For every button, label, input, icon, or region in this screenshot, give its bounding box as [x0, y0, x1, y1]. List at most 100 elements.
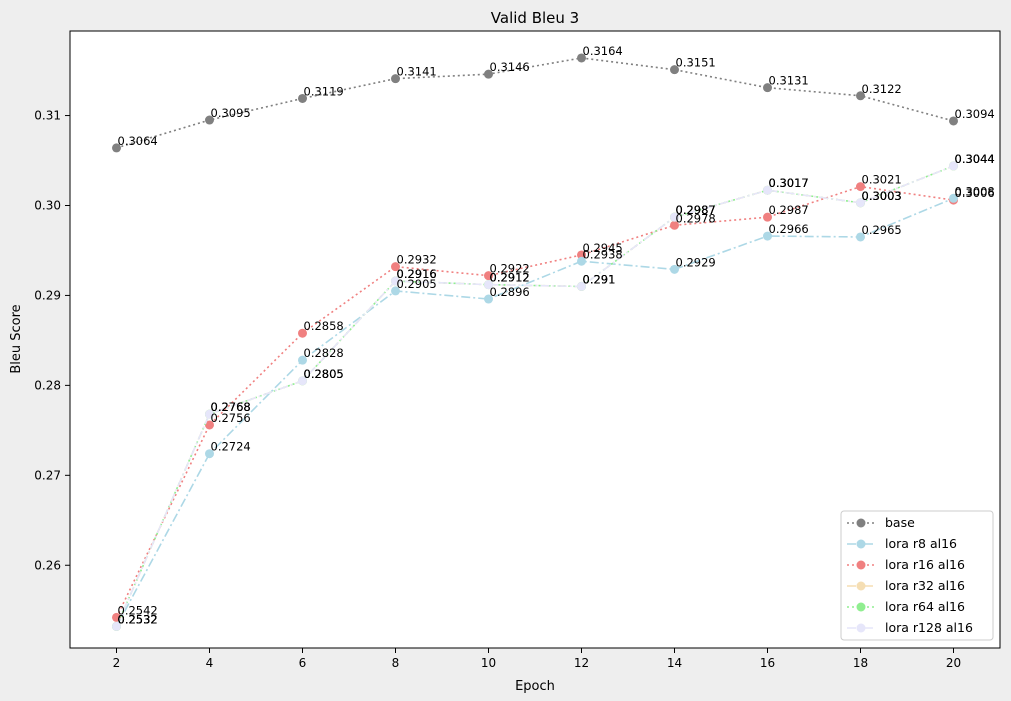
- legend-entry: lora r8 al16: [847, 536, 957, 551]
- legend-label: lora r8 al16: [885, 536, 957, 551]
- data-point: [577, 53, 586, 63]
- data-label: 0.2965: [862, 223, 902, 237]
- data-point: [391, 262, 400, 272]
- series-base: [112, 53, 958, 153]
- data-label: 0.2912: [490, 271, 530, 285]
- data-label: 0.2768: [211, 400, 251, 414]
- series-line: [116, 57, 954, 149]
- data-label: 0.3017: [769, 176, 809, 190]
- data-point: [949, 161, 958, 171]
- data-point: [298, 376, 307, 386]
- data-point: [856, 232, 865, 242]
- data-label: 0.2896: [490, 285, 530, 299]
- data-label: 0.3164: [583, 44, 623, 58]
- data-label: 0.2858: [304, 319, 344, 333]
- data-point: [856, 198, 865, 208]
- data-label: 0.3003: [862, 189, 902, 203]
- data-point: [298, 328, 307, 338]
- legend-entry: lora r64 al16: [847, 599, 965, 614]
- data-label: 0.2987: [676, 203, 716, 217]
- legend: base lora r8 al16 lora r16 al16 lora r32 al…: [840, 510, 994, 641]
- legend-entry: lora r32 al16: [847, 578, 965, 593]
- x-axis-label: Epoch: [515, 679, 555, 694]
- y-tick-label: 0.30: [34, 198, 61, 212]
- data-point: [577, 281, 586, 291]
- data-label: 0.3044: [955, 152, 995, 166]
- x-tick-label: 18: [853, 656, 868, 670]
- legend-entry: base: [847, 515, 915, 530]
- data-label: 0.2938: [583, 247, 623, 261]
- legend-box: [840, 510, 994, 641]
- data-point: [670, 65, 679, 75]
- data-point: [763, 231, 772, 241]
- data-label: 0.2805: [304, 367, 344, 381]
- data-label: 0.2828: [304, 346, 344, 360]
- data-label: 0.3064: [118, 134, 158, 148]
- legend-label: lora r128 al16: [885, 620, 973, 635]
- y-axis-label: Bleu Score: [9, 304, 24, 373]
- x-tick-label: 12: [574, 656, 589, 670]
- data-label: 0.2768: [211, 400, 251, 414]
- data-label: 0.2805: [304, 367, 344, 381]
- x-axis-ticks: 2 4 6 8 10 12 14 16 18 20: [113, 648, 961, 670]
- data-label: 0.2922: [490, 262, 530, 276]
- data-point: [112, 621, 121, 631]
- data-point: [577, 250, 586, 260]
- data-label: 0.2768: [211, 400, 251, 414]
- data-label: 0.2945: [583, 241, 623, 255]
- x-tick-label: 4: [206, 656, 214, 670]
- x-tick-label: 6: [299, 656, 307, 670]
- y-tick-label: 0.28: [34, 378, 61, 392]
- data-point: [670, 220, 679, 230]
- x-tick-label: 8: [392, 656, 400, 670]
- legend-marker: [856, 623, 866, 633]
- y-tick-label: 0.31: [34, 109, 61, 123]
- data-point: [484, 294, 493, 304]
- data-point: [205, 449, 214, 459]
- data-label: 0.2542: [118, 603, 158, 617]
- series-layer: [112, 53, 958, 631]
- data-label: 0.3003: [862, 189, 902, 203]
- legend-label: base: [885, 515, 915, 530]
- data-label: 0.3151: [676, 56, 716, 70]
- y-tick-label: 0.29: [34, 288, 61, 302]
- legend-marker: [856, 581, 866, 591]
- y-axis-ticks: 0.26 0.27 0.28 0.29 0.30 0.31: [34, 109, 70, 572]
- x-tick-label: 20: [946, 656, 961, 670]
- data-label: 0.2987: [676, 203, 716, 217]
- data-label-layer: 0.3064 0.3095 0.3119 0.3141 0.3146 0.3164 0.31…: [118, 44, 995, 626]
- chart-title: Valid Bleu 3: [491, 9, 579, 27]
- data-label: 0.2978: [676, 211, 716, 225]
- legend-marker: [856, 539, 866, 549]
- data-point: [391, 276, 400, 286]
- data-label: 0.2916: [397, 267, 437, 281]
- data-point: [298, 355, 307, 365]
- data-label: 0.3008: [955, 184, 995, 198]
- data-label: 0.2805: [304, 367, 344, 381]
- legend-label: lora r32 al16: [885, 578, 965, 593]
- data-label: 0.291: [583, 272, 616, 286]
- data-label: 0.3017: [769, 176, 809, 190]
- data-label: 0.2987: [676, 203, 716, 217]
- data-point: [763, 212, 772, 222]
- x-tick-label: 2: [113, 656, 121, 670]
- data-point: [484, 271, 493, 281]
- data-point: [391, 286, 400, 296]
- series-line: [115, 197, 954, 627]
- legend-entry: lora r16 al16: [847, 557, 965, 572]
- data-label: 0.3017: [769, 176, 809, 190]
- data-label: 0.2932: [397, 253, 437, 267]
- data-label: 0.3044: [955, 152, 995, 166]
- data-label: 0.3122: [862, 82, 902, 96]
- data-label: 0.2916: [397, 267, 437, 281]
- data-label: 0.2532: [118, 612, 158, 626]
- data-label: 0.2912: [490, 271, 530, 285]
- series-lora-r128-al16: [112, 161, 958, 631]
- data-point: [949, 193, 958, 203]
- plot-frame: [69, 30, 1001, 649]
- data-label: 0.291: [583, 272, 616, 286]
- data-label: 0.2987: [769, 203, 809, 217]
- data-label: 0.2532: [118, 612, 158, 626]
- data-label: 0.3131: [769, 74, 809, 88]
